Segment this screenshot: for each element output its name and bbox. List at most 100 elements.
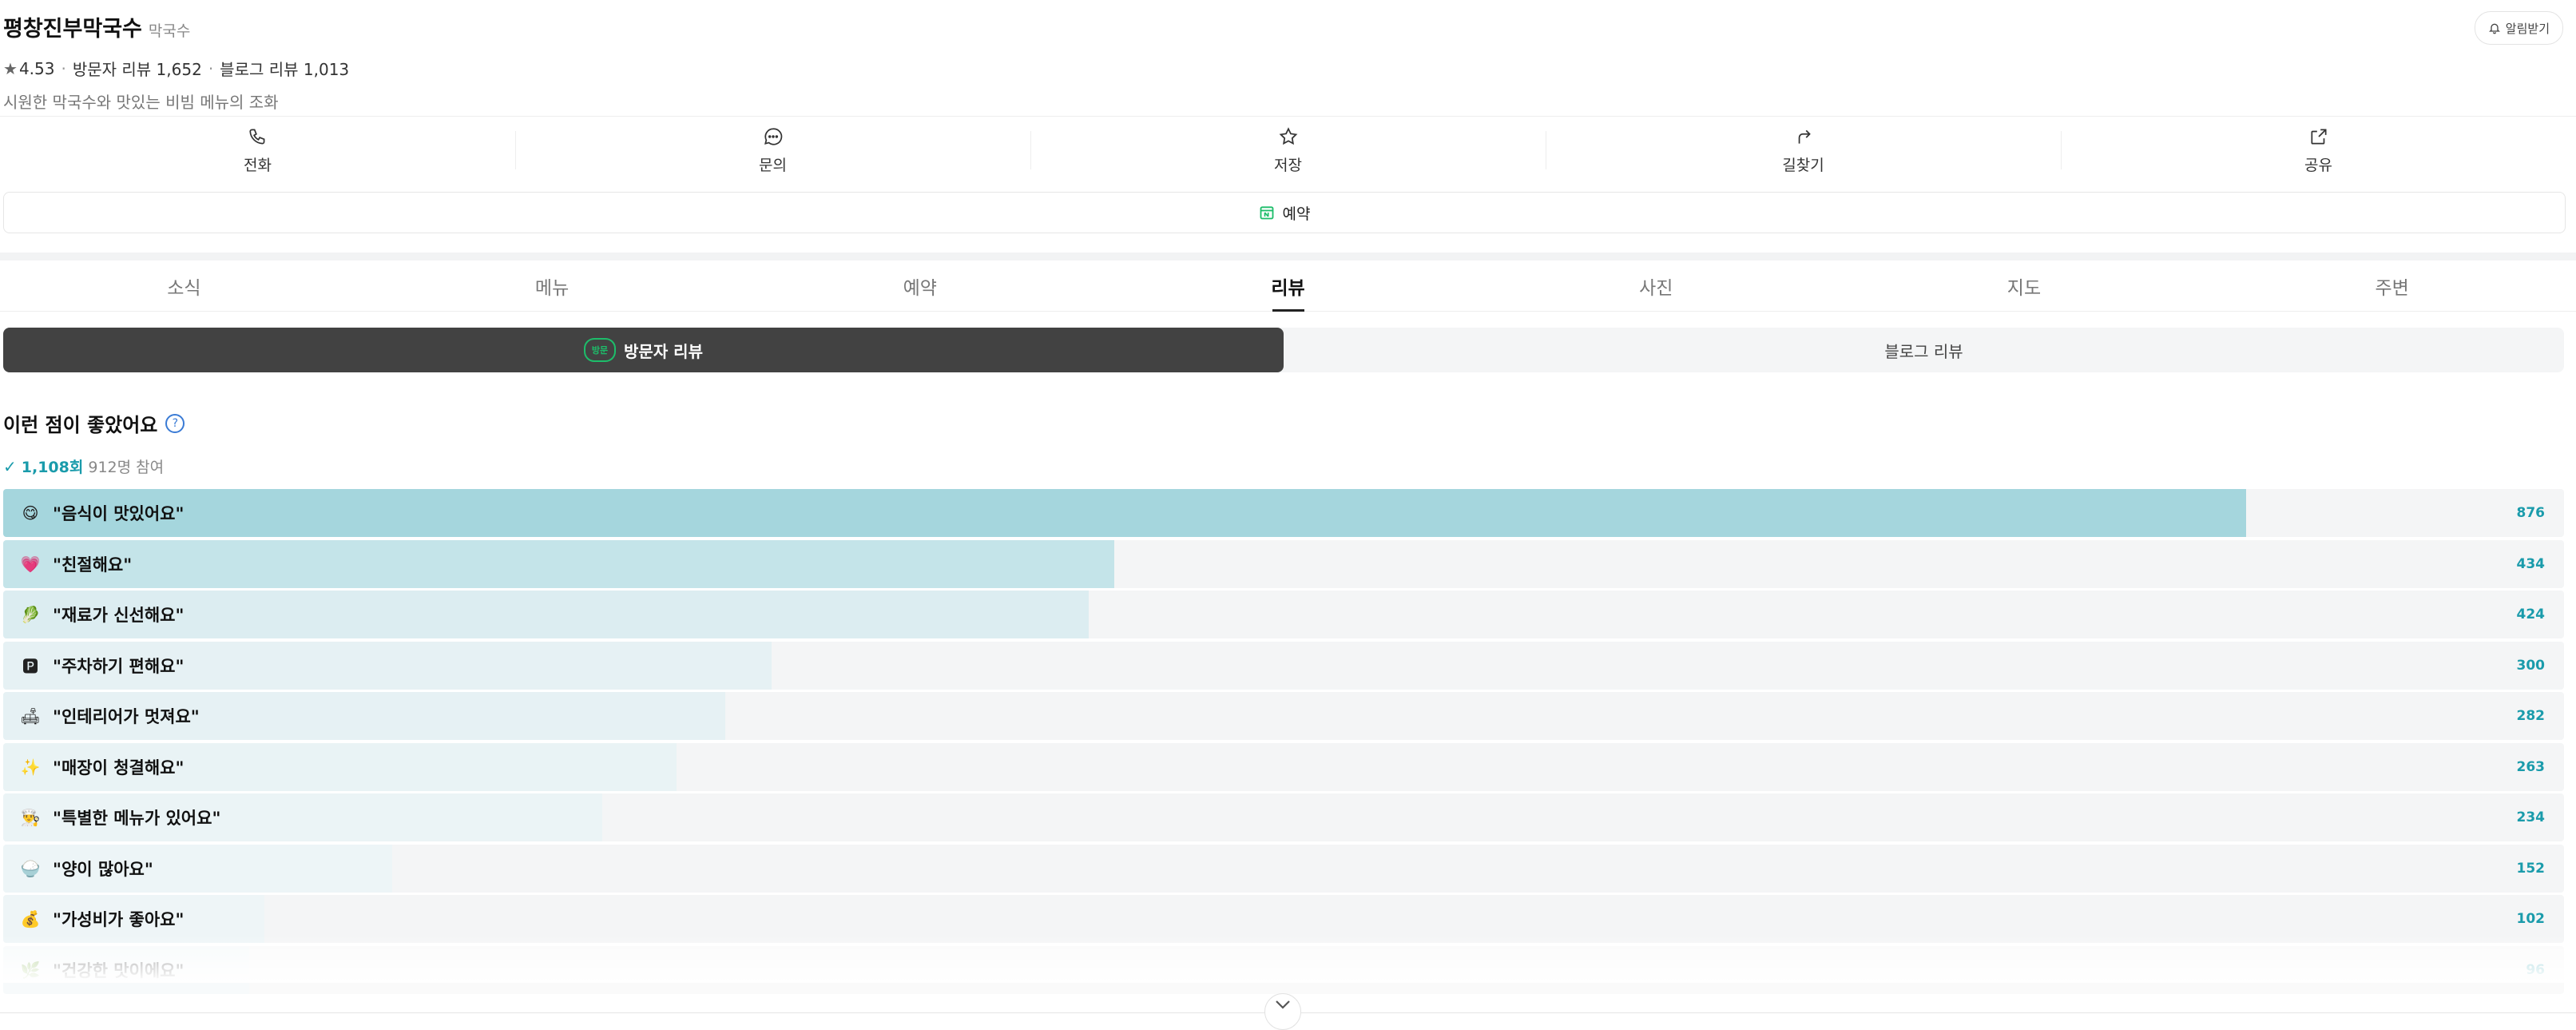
title-row: 평창진부막국수 막국수 [3,11,2571,42]
keyword-bar-fill [3,539,1115,588]
tab-reservation[interactable]: 예약 [903,277,937,299]
section-separator [0,253,2576,260]
keyword-count: 282 [2516,708,2546,724]
keyword-bar-fill [3,692,726,740]
keyword-bar-row: 🍚 "양이 많아요" 152 [3,844,2564,893]
place-header: 평창진부막국수 막국수 알림받기 ★ 4.53 · 방문자 리뷰 1,652 ·… [3,11,2571,113]
keyword-bar-row: 🥬 "재료가 신선해요" 424 [3,591,2564,638]
visitor-review-count[interactable]: 방문자 리뷰 1,652 [72,60,202,79]
divider [0,116,2576,117]
tab-menu[interactable]: 메뉴 [534,277,570,299]
blog-review-tab[interactable]: 블로그 리뷰 [1284,328,2564,372]
call-button[interactable]: 전화 [0,117,515,184]
keyword-label: "재료가 신선해요" [53,606,185,625]
chat-icon [764,127,782,145]
tab-nearby[interactable]: 주변 [2375,277,2409,299]
tab-photo[interactable]: 사진 [1639,277,1673,299]
keyword-count: 434 [2516,555,2546,572]
rating-star-icon: ★ [3,58,18,78]
action-label: 저장 [1274,156,1302,174]
keyword-bar-fill [3,793,603,841]
save-button[interactable]: 저장 [1030,117,1546,184]
tab-bar: 소식 메뉴 예약 리뷰 사진 지도 주변 [0,260,2576,312]
keyword-emoji-icon: 😋 [22,503,39,523]
action-label: 전화 [244,156,272,174]
tab-news[interactable]: 소식 [167,277,201,299]
tab-review[interactable]: 리뷰 [1104,260,1472,311]
review-type-toggle: 방문 방문자 리뷰 블로그 리뷰 [3,328,2564,372]
keyword-count: 102 [2516,911,2546,927]
reservation-label: 예약 [1282,205,1311,223]
blog-review-count[interactable]: 블로그 리뷰 1,013 [220,60,350,79]
rating-value: 4.53 [18,58,55,78]
keyword-count: 234 [2516,809,2546,825]
keyword-label: "가성비가 좋아요" [53,910,185,929]
keyword-bar-fill [3,844,393,893]
keyword-bar-content: 😋 "음식이 맛있어요" [19,489,185,537]
participation-summary: ✓ 1,108회 912명 참여 [3,455,164,477]
section-heading: 이런 점이 좋았어요 [3,414,158,436]
visitor-review-tab[interactable]: 방문 방문자 리뷰 [3,328,1284,372]
keyword-emoji-icon: 💗 [20,554,41,574]
tab-map[interactable]: 지도 [2006,277,2042,299]
check-icon: ✓ [3,456,17,476]
keyword-bar-content: 💗 "친절해요" [19,540,133,588]
keyword-label: "인테리어가 멋져요" [53,707,200,726]
stats-row: ★ 4.53 · 방문자 리뷰 1,652 · 블로그 리뷰 1,013 [3,57,2571,80]
vote-count: 1,108회 [21,459,84,476]
reservation-button[interactable]: 예약 [3,192,2566,233]
keyword-section-title: 이런 점이 좋았어요 ? [3,409,185,437]
keyword-emoji-icon: 🍚 [20,858,41,878]
star-icon [1279,126,1297,145]
chevron-down-icon [1276,1000,1290,1009]
keyword-bar-content: 🅿 "주차하기 편해요" [19,642,184,690]
keyword-label: "친절해요" [53,555,133,575]
help-icon[interactable]: ? [165,413,185,433]
separator: · [61,58,66,78]
keyword-label: "음식이 맛있어요" [53,504,185,523]
inquiry-button[interactable]: 문의 [515,117,1030,184]
share-icon [2310,128,2327,145]
keyword-count: 300 [2516,657,2546,674]
expand-more-button[interactable] [1264,993,1301,1030]
keyword-bar-content: 🥬 "재료가 신선해요" [19,591,185,638]
keyword-bar-content: 🛋 "인테리어가 멋져요" [19,692,200,740]
keyword-bar-fill [3,742,677,791]
directions-icon [1798,129,1811,144]
place-description: 시원한 막국수와 맛있는 비빔 메뉴의 조화 [3,93,279,112]
keyword-emoji-icon: 💰 [20,909,41,929]
visit-badge-icon: 방문 [584,338,617,362]
action-label: 길찾기 [1782,156,1824,174]
alarm-label: 알림받기 [2505,21,2550,36]
share-button[interactable]: 공유 [2061,117,2576,184]
action-label: 문의 [759,156,787,174]
keyword-bar-list: 😋 "음식이 맛있어요" 876 💗 "친절해요" 434 🥬 "재료가 신선해요" 424 🅿 "… [3,489,2564,996]
bell-icon [2488,23,2500,34]
keyword-bar-fill [3,591,1090,638]
keyword-emoji-icon: 🛋 [20,706,41,726]
keyword-bar-content: 💰 "가성비가 좋아요" [19,895,185,943]
keyword-bar-content: 👨‍🍳 "특별한 메뉴가 있어요" [19,793,221,841]
keyword-emoji-icon: ✨ [20,757,41,777]
directions-button[interactable]: 길찾기 [1546,117,2061,184]
keyword-label: "주차하기 편해요" [53,656,185,676]
keyword-emoji-icon: 🅿 [22,657,38,676]
keyword-emoji-icon: 🥬 [20,605,41,624]
keyword-count: 876 [2516,505,2546,521]
keyword-bar-row: 👨‍🍳 "특별한 메뉴가 있어요" 234 [3,793,2564,841]
keyword-bar-content: ✨ "매장이 청결해요" [19,743,185,791]
calendar-icon [1260,206,1273,220]
keyword-bar-fill [3,641,772,690]
action-label: 공유 [2304,156,2332,174]
phone-icon [248,128,264,145]
participant-count: 912명 참여 [88,459,165,476]
place-category: 막국수 [148,22,191,40]
action-bar: 전화 문의 저장 길찾기 공유 [0,117,2576,184]
keyword-label: "양이 많아요" [53,859,153,879]
keyword-label: "특별한 메뉴가 있어요" [53,809,221,828]
alarm-button[interactable]: 알림받기 [2474,11,2563,45]
keyword-emoji-icon: 👨‍🍳 [20,808,41,827]
keyword-count: 424 [2516,606,2546,622]
separator: · [208,58,214,78]
